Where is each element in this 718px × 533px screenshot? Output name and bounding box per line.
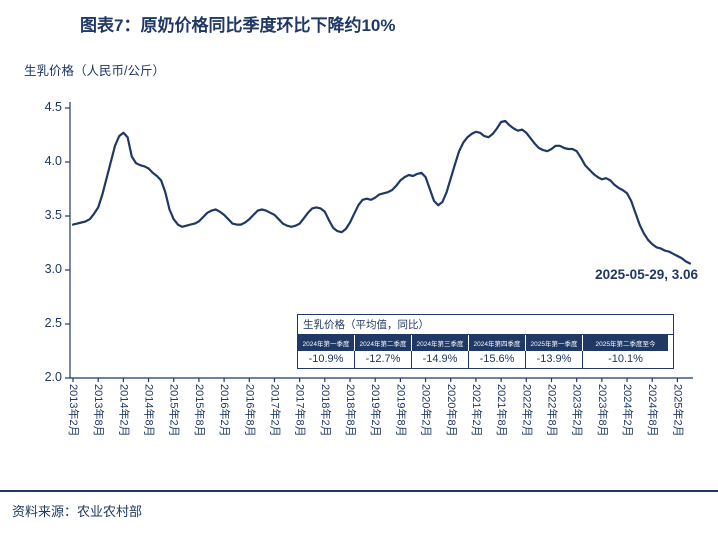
table-col-header: 2025年第一季度 — [526, 335, 583, 351]
table-col-header: 2024年第二季度 — [355, 335, 412, 351]
table-value-cell: -12.7% — [355, 351, 412, 368]
x-tick-label: 2013年8月 — [92, 384, 105, 437]
table-value-cell: -13.9% — [526, 351, 583, 368]
y-tick-label: 4.5 — [44, 100, 62, 114]
x-tick-label: 2021年2月 — [469, 384, 482, 437]
x-tick-label: 2023年2月 — [570, 384, 583, 437]
x-tick-label: 2018年2月 — [318, 384, 331, 437]
x-tick-label: 2024年2月 — [621, 384, 634, 437]
x-tick-label: 2025年2月 — [671, 384, 684, 437]
table-col-header: 2024年第三季度 — [412, 335, 469, 351]
table-value-cell: -15.6% — [469, 351, 526, 368]
table-value-cell: -10.9% — [298, 351, 355, 368]
x-tick-label: 2021年8月 — [495, 384, 508, 437]
x-tick-label: 2015年8月 — [192, 384, 205, 437]
x-tick-label: 2024年8月 — [646, 384, 659, 437]
milk-price-series-line — [71, 119, 692, 265]
x-tick-label: 2017年2月 — [268, 384, 281, 437]
y-axis-title: 生乳价格（人民币/公斤） — [24, 64, 165, 78]
x-tick-label: 2020年2月 — [419, 384, 432, 437]
table-grid: 2024年第一季度 2024年第二季度 2024年第三季度 2024年第四季度 2025… — [297, 335, 674, 369]
x-tick-label: 2019年8月 — [394, 384, 407, 437]
milk-price-line-chart — [65, 102, 693, 382]
x-tick-label: 2016年2月 — [218, 384, 231, 437]
y-tick-label: 3.0 — [44, 262, 62, 276]
x-tick-label: 2014年2月 — [117, 384, 130, 437]
x-tick-label: 2022年2月 — [520, 384, 533, 437]
x-tick-label: 2020年8月 — [444, 384, 457, 437]
y-tick-label: 4.0 — [44, 154, 62, 168]
table-title: 生乳价格（平均值，同比） — [297, 314, 674, 335]
source-note: 资料来源：农业农村部 — [12, 504, 143, 519]
table-value-cell: -14.9% — [412, 351, 469, 368]
x-tick-label: 2013年2月 — [67, 384, 79, 437]
y-tick-label: 3.5 — [44, 208, 62, 222]
figure-title: 图表7：原奶价格同比季度环比下降约10% — [80, 16, 396, 35]
footer-divider — [0, 490, 718, 492]
x-tick-label: 2016年8月 — [243, 384, 256, 437]
y-tick-label: 2.5 — [44, 316, 62, 330]
x-tick-label: 2023年8月 — [595, 384, 608, 437]
latest-value-annotation: 2025-05-29, 3.06 — [595, 267, 698, 282]
table-col-header: 2024年第一季度 — [298, 335, 355, 351]
x-tick-label: 2015年2月 — [167, 384, 180, 437]
x-tick-label: 2018年8月 — [344, 384, 357, 437]
x-tick-label: 2019年2月 — [369, 384, 382, 437]
quarterly-yoy-table: 生乳价格（平均值，同比） 2024年第一季度 2024年第二季度 2024年第三季度… — [297, 314, 674, 369]
x-tick-label: 2017年8月 — [293, 384, 306, 437]
table-value-cell: -10.1% — [583, 351, 668, 368]
x-tick-label: 2022年8月 — [545, 384, 558, 437]
table-col-header: 2025年第二季度至今 — [583, 335, 668, 351]
table-col-header: 2024年第四季度 — [469, 335, 526, 351]
y-tick-label: 2.0 — [44, 370, 62, 384]
x-tick-label: 2014年8月 — [142, 384, 155, 437]
